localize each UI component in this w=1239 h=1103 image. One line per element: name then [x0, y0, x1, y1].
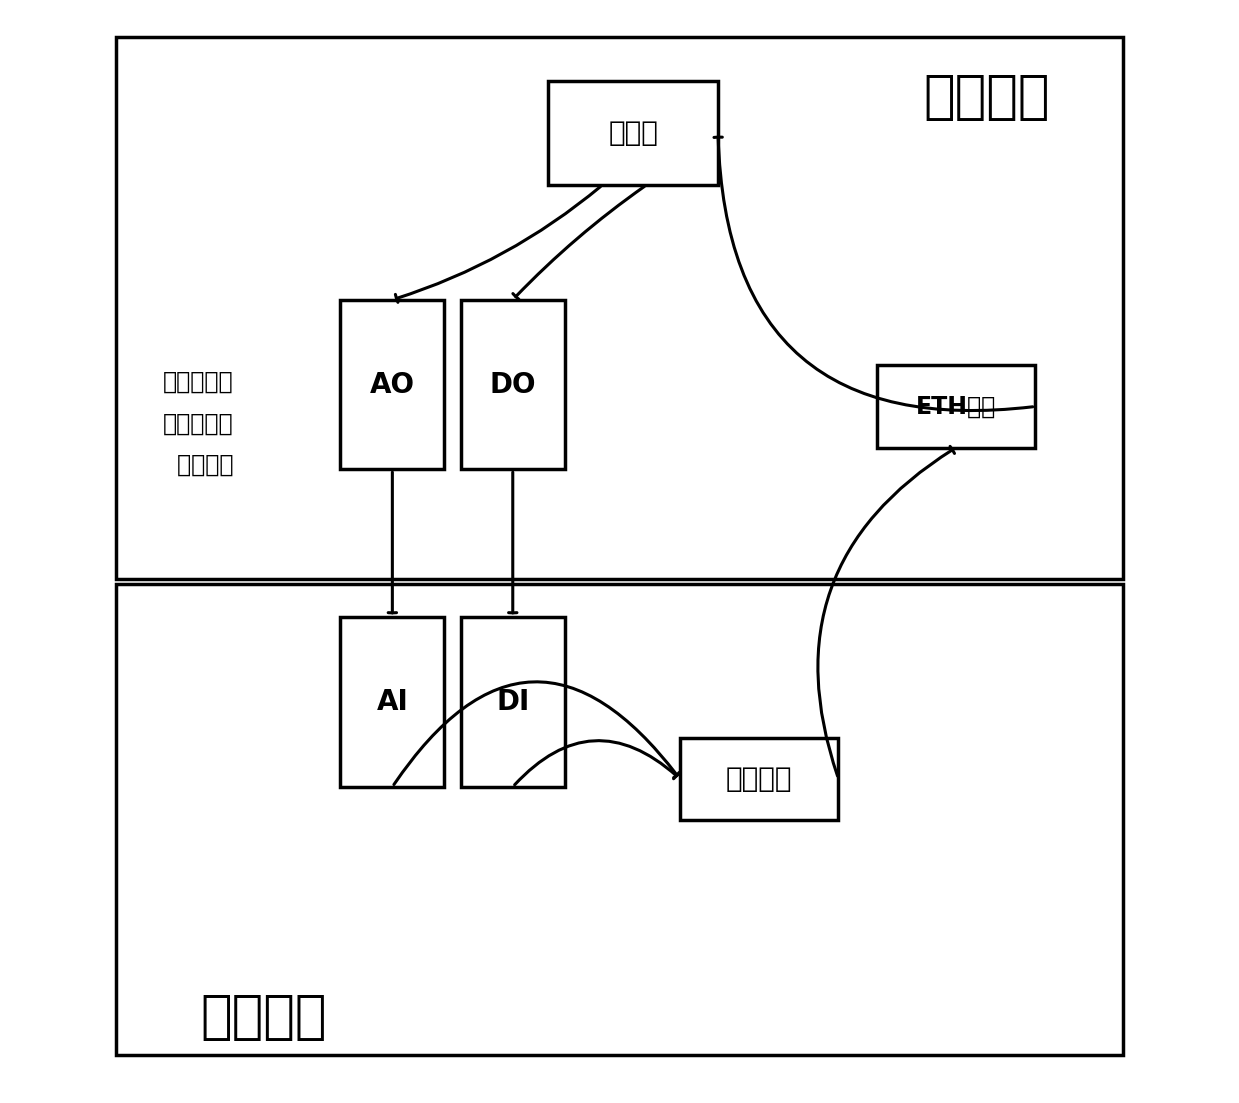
Text: ETH端口: ETH端口 — [916, 395, 996, 418]
Bar — [877, 365, 1036, 448]
Bar — [680, 738, 839, 820]
Bar — [461, 618, 565, 786]
Bar — [549, 81, 719, 185]
Bar — [341, 300, 445, 470]
Text: DI: DI — [496, 688, 529, 716]
Text: AI: AI — [377, 688, 408, 716]
Bar — [341, 618, 445, 786]
Bar — [116, 585, 1123, 1056]
Text: 控制器: 控制器 — [608, 119, 658, 147]
Text: 模拟现场传: 模拟现场传 — [162, 370, 233, 394]
Text: 主控单元: 主控单元 — [726, 764, 792, 793]
Bar — [116, 38, 1123, 579]
Text: DO: DO — [489, 371, 536, 398]
Text: 测试装置: 测试装置 — [923, 72, 1049, 124]
Bar — [461, 300, 565, 470]
Text: AO: AO — [370, 371, 415, 398]
Text: 付表信号: 付表信号 — [162, 453, 234, 476]
Text: 被测对象: 被测对象 — [201, 990, 327, 1042]
Text: 感器、智能: 感器、智能 — [162, 411, 233, 436]
